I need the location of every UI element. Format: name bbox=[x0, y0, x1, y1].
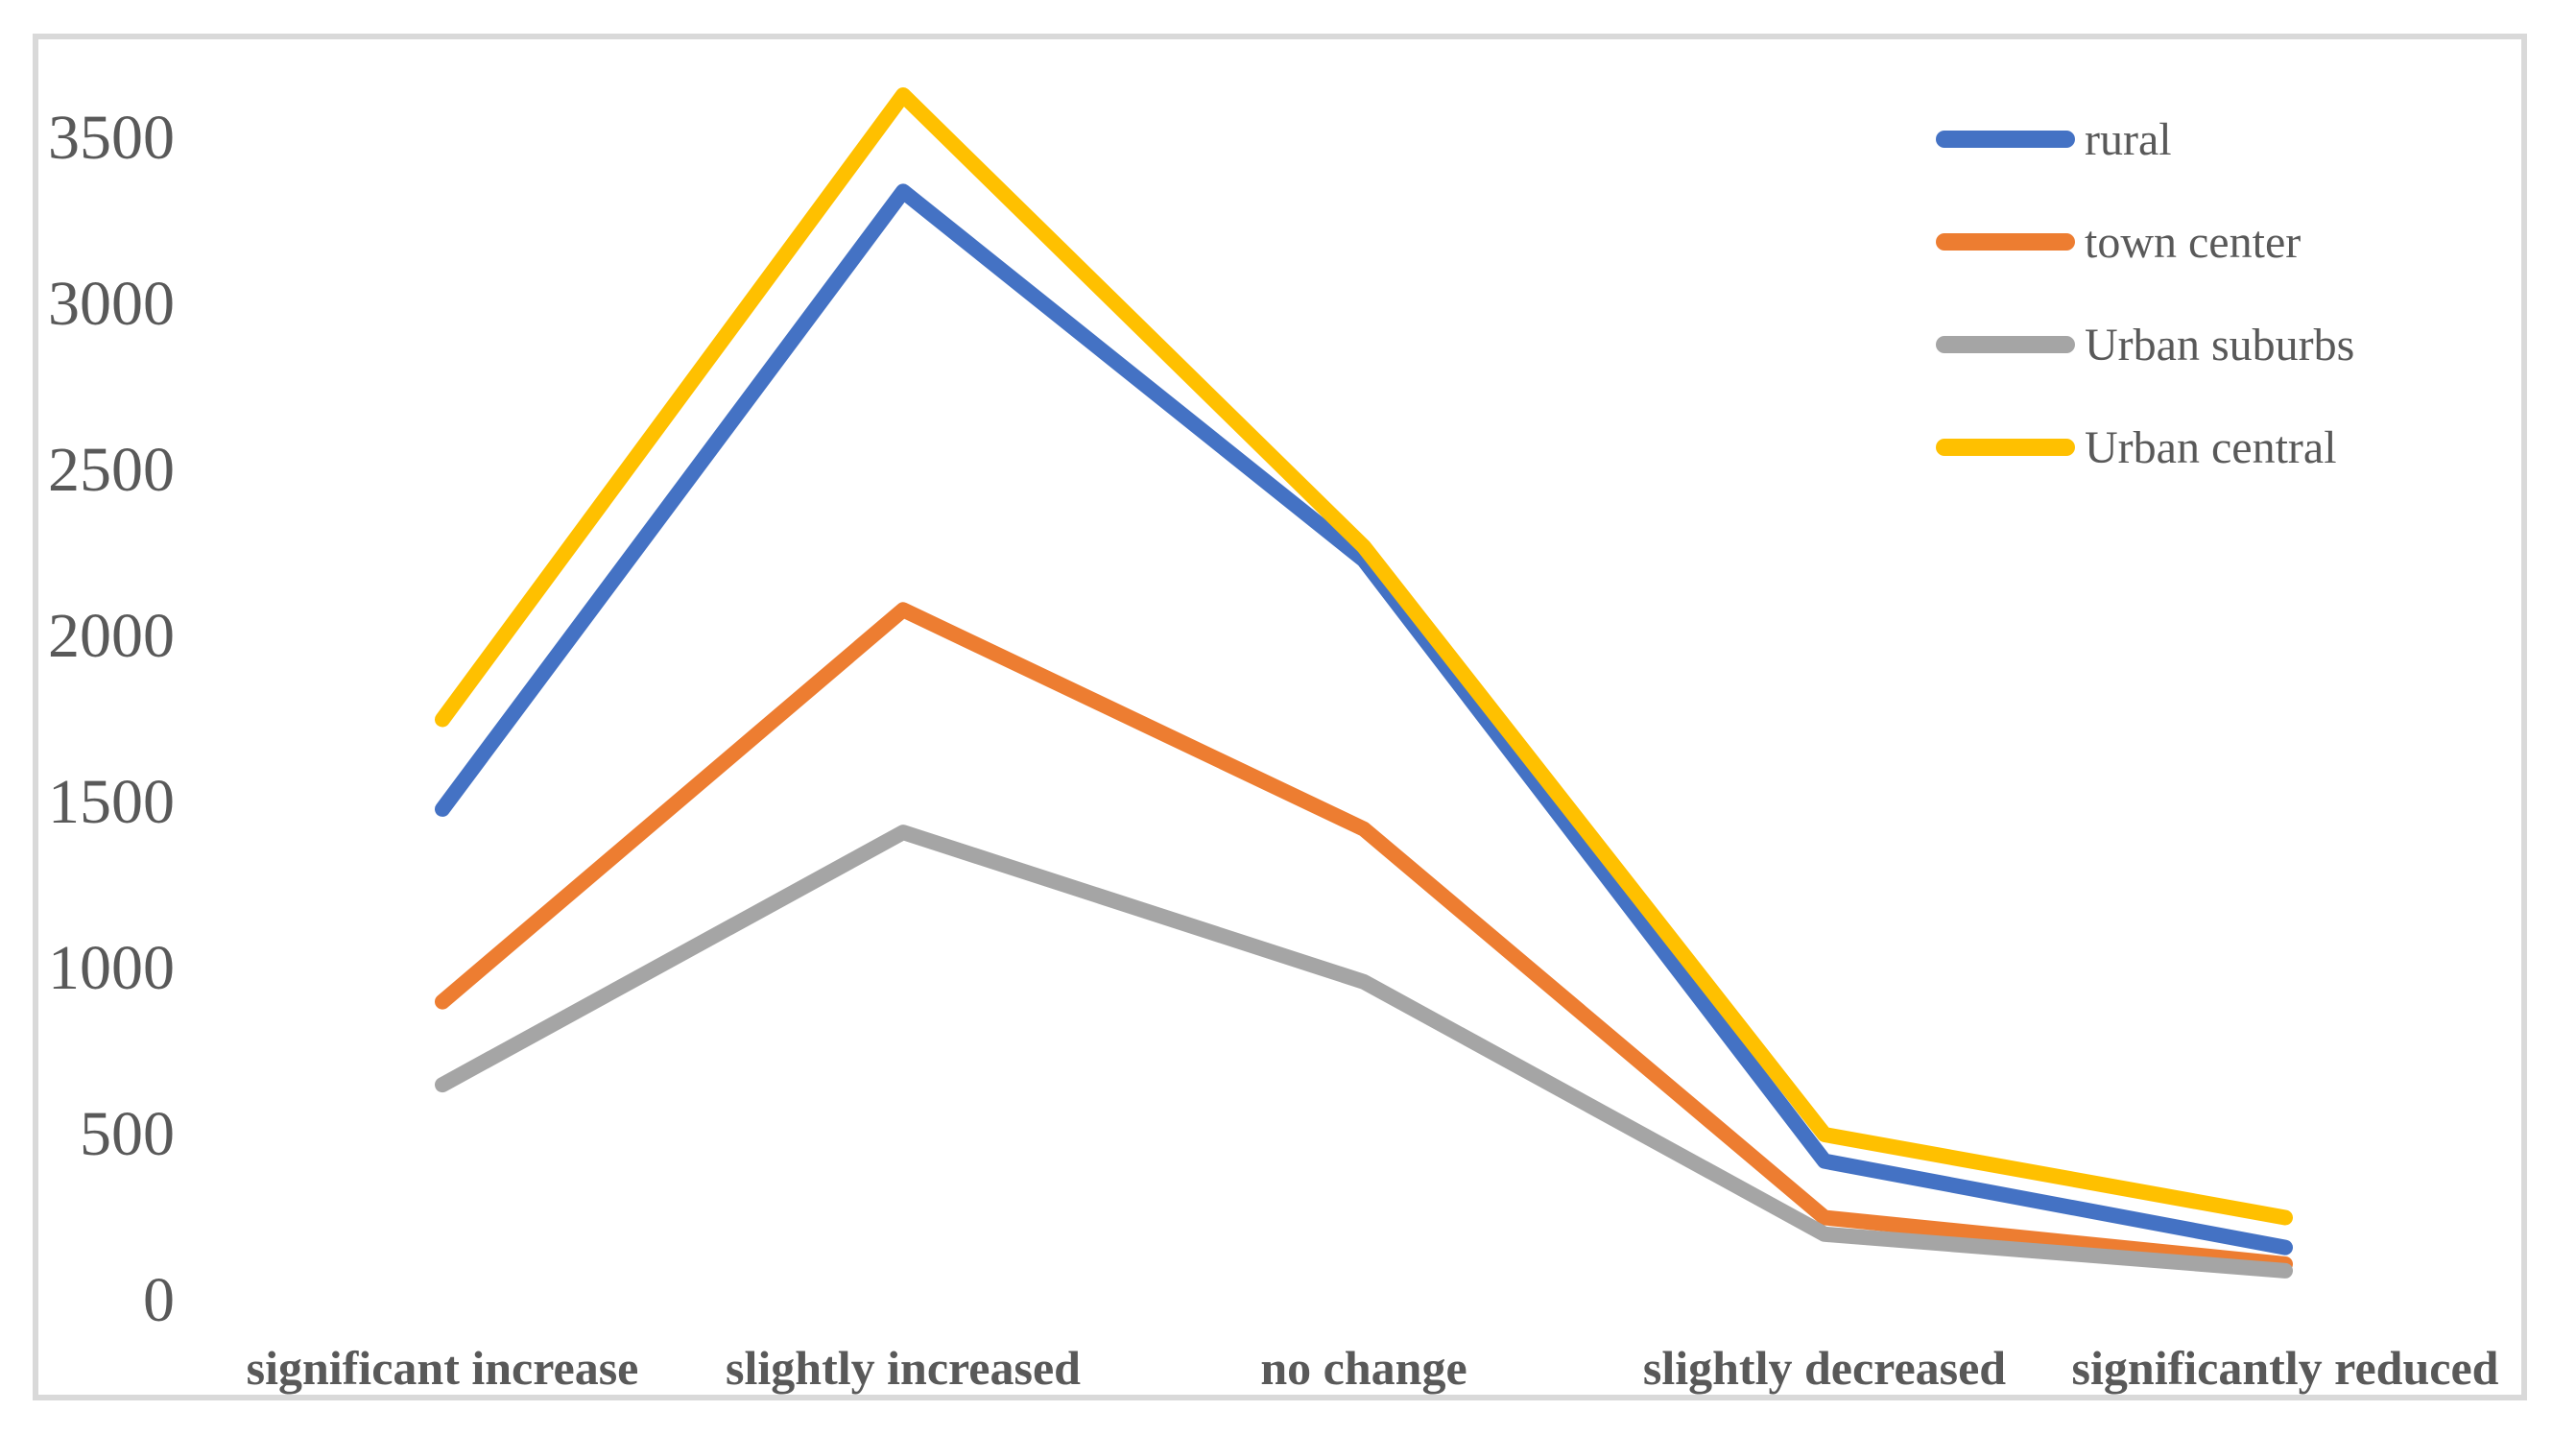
x-category-label-1: significant increase bbox=[246, 1341, 639, 1395]
legend-label: rural bbox=[2085, 113, 2172, 165]
series-line-urban-suburbs bbox=[435, 825, 2293, 1279]
y-tick-label-2500: 2500 bbox=[48, 435, 175, 505]
series-line-rural bbox=[435, 183, 2293, 1256]
x-category-label-3: no change bbox=[1260, 1341, 1467, 1395]
series-line-town-center bbox=[435, 602, 2293, 1272]
legend-line-swatch-icon bbox=[1936, 233, 2075, 251]
legend-line-swatch-icon bbox=[1936, 336, 2075, 353]
y-tick-label-3500: 3500 bbox=[48, 103, 175, 173]
y-tick-label-2000: 2000 bbox=[48, 601, 175, 671]
y-tick-label-1500: 1500 bbox=[48, 767, 175, 837]
x-category-label-4: slightly decreased bbox=[1642, 1341, 2007, 1395]
x-category-label-2: slightly increased bbox=[726, 1341, 1081, 1395]
y-tick-label-0: 0 bbox=[143, 1265, 175, 1335]
legend-label: town center bbox=[2085, 216, 2302, 268]
series-line-urban-central bbox=[435, 87, 2293, 1226]
legend-label: Urban suburbs bbox=[2085, 319, 2355, 371]
y-tick-label-500: 500 bbox=[80, 1099, 175, 1169]
legend-item-town-center: town center bbox=[1936, 217, 2301, 268]
legend-label: Urban central bbox=[2085, 421, 2337, 473]
y-tick-label-1000: 1000 bbox=[48, 933, 175, 1003]
legend-item-rural: rural bbox=[1936, 114, 2172, 165]
legend-item-urban-central: Urban central bbox=[1936, 422, 2337, 473]
y-tick-label-3000: 3000 bbox=[48, 269, 175, 339]
legend-item-urban-suburbs: Urban suburbs bbox=[1936, 319, 2355, 371]
x-category-label-5: significantly reduced bbox=[2071, 1341, 2499, 1395]
legend-line-swatch-icon bbox=[1936, 439, 2075, 456]
legend-line-swatch-icon bbox=[1936, 131, 2075, 148]
